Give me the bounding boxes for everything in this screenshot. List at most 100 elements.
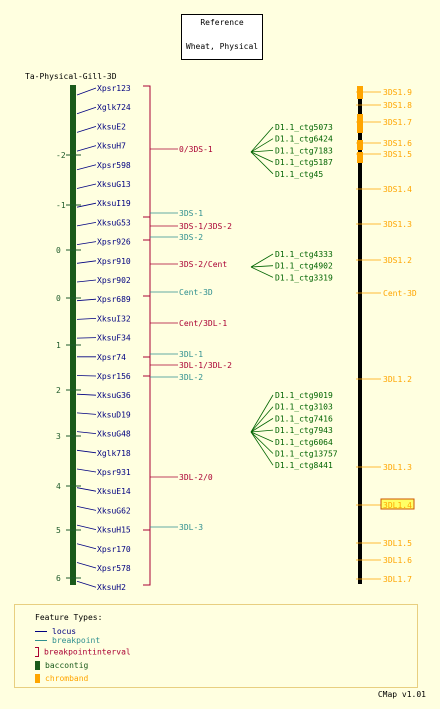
breakpointinterval-label[interactable]: 3DL-1/3DL-2 [179,361,232,370]
chromband-label[interactable]: 3DS1.2 [383,256,412,265]
chromband-label[interactable]: 3DS1.8 [383,101,412,110]
locus-connector [76,506,97,511]
locus-label[interactable]: XksuG36 [97,391,131,400]
contig-connector [250,253,274,268]
baccontig-label[interactable]: D1.1_ctg6424 [275,135,333,144]
locus-label[interactable]: XksuG62 [97,506,131,515]
locus-label[interactable]: XksuE2 [97,122,126,131]
baccontig-label[interactable]: D1.1_ctg5187 [275,158,333,167]
locus-label[interactable]: XksuI32 [97,314,131,323]
locus-label[interactable]: Xglk724 [97,103,131,112]
locus-label[interactable]: Xpsr689 [97,295,131,304]
locus-label[interactable]: XksuH15 [97,526,131,535]
breakpointinterval-label[interactable]: 0/3DS-1 [179,145,213,154]
locus-label[interactable]: Xpsr156 [97,372,131,381]
locus-label[interactable]: Xpsr170 [97,545,131,554]
locus-label[interactable]: Xpsr123 [97,84,131,93]
locus-label[interactable]: XksuG13 [97,180,131,189]
locus-label[interactable]: XksuE14 [97,487,131,496]
chromband-label[interactable]: 3DL1.7 [383,575,412,584]
chromband-label[interactable]: 3DS1.7 [383,118,412,127]
baccontig-label[interactable]: D1.1_ctg5073 [275,123,333,132]
locus-label[interactable]: Xpsr931 [97,468,131,477]
baccontig-label[interactable]: D1.1_ctg7416 [275,414,333,423]
reference-box: Reference Wheat, Physical [181,14,263,60]
contig-connector [250,418,274,433]
legend-item-breakpointinterval: breakpointinterval [35,647,131,657]
locus-connector [76,431,97,434]
contig-connector [250,151,274,175]
chromband-label[interactable]: 3DL1.4 [383,501,412,510]
locus-connector [76,298,97,302]
legend-title: Feature Types: [35,613,103,622]
baccontig-label[interactable]: D1.1_ctg7943 [275,426,333,435]
baccontig-label[interactable]: D1.1_ctg9019 [275,391,333,400]
scale-tick-label: -2 [56,151,66,160]
chromband-label[interactable]: 3DL1.5 [383,539,412,548]
scale-tick-label: 1 [56,341,61,350]
baccontig-label[interactable]: D1.1_ctg3319 [275,273,333,282]
baccontig-bar[interactable] [70,85,76,585]
contig-connector [250,150,274,153]
chromband-label[interactable]: 3DS1.3 [383,220,412,229]
baccontig-label[interactable]: D1.1_ctg8441 [275,461,333,470]
locus-label[interactable]: XksuH7 [97,142,126,151]
baccontig-label[interactable]: D1.1_ctg4333 [275,250,333,259]
legend-label: baccontig [45,661,89,670]
baccontig-label[interactable]: D1.1_ctg13757 [275,450,338,459]
baccontig-label[interactable]: D1.1_ctg6064 [275,438,333,447]
map-title[interactable]: Ta-Physical-Gill-3D [25,72,117,81]
baccontig-label[interactable]: D1.1_ctg3103 [275,403,333,412]
chromband-label[interactable]: 3DS1.5 [383,150,412,159]
chromband-label[interactable]: 3DS1.6 [383,139,412,148]
chromband-label[interactable]: 3DL1.3 [383,463,412,472]
locus-label[interactable]: Xpsr74 [97,353,126,362]
chromband-label[interactable]: 3DS1.9 [383,88,412,97]
locus-label[interactable]: Xpsr910 [97,257,131,266]
breakpoint-label[interactable]: 3DL-2 [179,373,203,382]
chromband-label[interactable]: Cent-3D [383,289,417,298]
locus-connector [76,260,97,264]
breakpoint-label[interactable]: 3DL-1 [179,350,203,359]
breakpointinterval-label[interactable]: 3DL-2/0 [179,473,213,482]
chromband-block[interactable] [357,140,363,150]
locus-label[interactable]: XksuG48 [97,430,131,439]
scale-tick-label: 0 [56,246,61,255]
interval-bracket [143,529,151,586]
baccontig-label[interactable]: D1.1_ctg45 [275,170,323,179]
breakpoint-label[interactable]: 3DS-1 [179,209,203,218]
chromband-label[interactable]: 3DL1.6 [383,556,412,565]
locus-label[interactable]: XksuI19 [97,199,131,208]
chromband-block[interactable] [357,114,363,133]
breakpointinterval-label[interactable]: Cent/3DL-1 [179,319,227,328]
locus-label[interactable]: Xpsr926 [97,238,131,247]
legend-label: breakpointinterval [44,647,131,657]
locus-label[interactable]: Xglk718 [97,449,131,458]
breakpoint-label[interactable]: 3DL-3 [179,523,203,532]
locus-label[interactable]: XksuF34 [97,334,131,343]
chromband-label[interactable]: 3DL1.2 [383,375,412,384]
locus-label[interactable]: Xpsr902 [97,276,131,285]
breakpointinterval-label[interactable]: 3DS-1/3DS-2 [179,222,232,231]
locus-label[interactable]: XksuD19 [97,410,131,419]
contig-connector [250,138,274,153]
breakpointinterval-label[interactable]: 3DS-2/Cent [179,260,227,269]
locus-connector [76,449,97,454]
interval-bracket [143,239,151,297]
legend-swatch [35,647,39,657]
chromband-block[interactable] [357,152,363,163]
contig-connector [250,429,274,433]
locus-label[interactable]: XksuG53 [97,218,131,227]
chromband-label[interactable]: 3DS1.4 [383,185,412,194]
legend-label: breakpoint [52,636,101,645]
baccontig-label[interactable]: D1.1_ctg4902 [275,262,333,271]
breakpoint-label[interactable]: Cent-3D [179,288,213,297]
breakpoint-label[interactable]: 3DS-2 [179,233,203,242]
chromband-block[interactable] [357,86,363,99]
legend-item-breakpoint: breakpoint [35,636,100,645]
locus-connector [76,393,97,396]
baccontig-label[interactable]: D1.1_ctg7183 [275,146,333,155]
locus-label[interactable]: XksuH2 [97,583,126,592]
locus-label[interactable]: Xpsr578 [97,564,131,573]
locus-label[interactable]: Xpsr598 [97,161,131,170]
